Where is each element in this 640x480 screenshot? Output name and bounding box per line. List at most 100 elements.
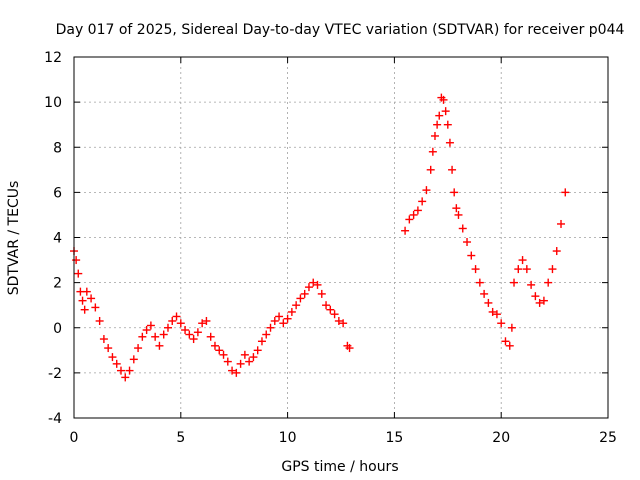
data-point xyxy=(185,330,194,339)
data-point xyxy=(463,238,472,247)
data-point xyxy=(557,219,566,228)
data-point xyxy=(249,353,258,362)
data-point xyxy=(172,312,181,321)
data-point xyxy=(304,283,313,292)
data-point xyxy=(544,278,553,287)
data-point xyxy=(330,310,339,319)
data-point xyxy=(266,323,275,332)
data-point xyxy=(507,323,516,332)
data-point xyxy=(418,197,427,206)
data-point xyxy=(522,265,531,274)
data-point xyxy=(232,368,241,377)
data-point xyxy=(257,337,266,346)
data-point xyxy=(189,335,198,344)
data-point xyxy=(296,294,305,303)
data-point xyxy=(309,278,318,287)
y-tick-label: -2 xyxy=(48,366,62,382)
data-point xyxy=(219,350,228,359)
data-point xyxy=(450,188,459,197)
axis-ticks: 0 5 10 15 20 25 -4 -2 0 2 4 6 8 10 12 xyxy=(44,50,617,446)
x-tick-label: 25 xyxy=(599,430,617,446)
data-point xyxy=(435,111,444,120)
chart-title: Day 017 of 2025, Sidereal Day-to-day VTE… xyxy=(56,22,625,38)
x-axis-label: GPS time / hours xyxy=(281,459,398,475)
data-point xyxy=(488,307,497,316)
data-point xyxy=(317,289,326,298)
y-tick-label: 12 xyxy=(44,50,62,66)
data-point xyxy=(405,215,414,224)
data-point xyxy=(497,319,506,328)
data-point xyxy=(134,344,143,353)
data-point xyxy=(210,341,219,350)
data-point xyxy=(413,206,422,215)
data-point xyxy=(159,330,168,339)
y-tick-label: 10 xyxy=(44,95,62,111)
data-point xyxy=(78,296,87,305)
data-point xyxy=(270,316,279,325)
data-point xyxy=(151,332,160,341)
data-point xyxy=(99,335,108,344)
y-tick-label: 2 xyxy=(53,276,62,292)
data-point xyxy=(448,165,457,174)
data-point xyxy=(409,210,418,219)
data-point xyxy=(82,287,91,296)
data-point xyxy=(443,120,452,129)
data-point xyxy=(287,307,296,316)
data-point xyxy=(339,319,348,328)
data-point xyxy=(548,265,557,274)
data-point xyxy=(430,131,439,140)
data-point xyxy=(322,301,331,310)
data-point xyxy=(518,256,527,265)
x-tick-label: 5 xyxy=(176,430,185,446)
data-point xyxy=(112,359,121,368)
data-point xyxy=(439,95,448,104)
data-point xyxy=(202,316,211,325)
data-point xyxy=(146,321,155,330)
data-point xyxy=(168,316,177,325)
data-point xyxy=(535,298,544,307)
x-tick-label: 0 xyxy=(70,430,79,446)
data-point xyxy=(176,319,185,328)
data-point xyxy=(428,147,437,156)
data-point xyxy=(452,204,461,213)
data-point xyxy=(80,305,89,314)
data-points xyxy=(70,93,570,382)
data-point xyxy=(240,350,249,359)
data-point xyxy=(313,280,322,289)
data-point xyxy=(401,226,410,235)
data-point xyxy=(142,326,151,335)
data-point xyxy=(510,278,519,287)
data-point xyxy=(501,337,510,346)
data-point xyxy=(121,373,130,382)
data-point xyxy=(539,296,548,305)
data-point xyxy=(422,186,431,195)
data-point xyxy=(326,305,335,314)
data-point xyxy=(129,355,138,364)
data-point xyxy=(426,165,435,174)
data-point xyxy=(441,107,450,116)
data-point xyxy=(104,344,113,353)
data-point xyxy=(480,289,489,298)
data-point xyxy=(181,326,190,335)
grid xyxy=(74,57,608,418)
data-point xyxy=(193,328,202,337)
data-point xyxy=(454,210,463,219)
data-point xyxy=(283,314,292,323)
y-axis-label: SDTVAR / TECUs xyxy=(6,181,22,296)
data-point xyxy=(108,353,117,362)
y-tick-label: 4 xyxy=(53,231,62,247)
data-point xyxy=(95,316,104,325)
y-tick-label: 6 xyxy=(53,185,62,201)
data-point xyxy=(552,247,561,256)
data-point xyxy=(492,310,501,319)
data-point xyxy=(125,366,134,375)
x-tick-label: 15 xyxy=(385,430,403,446)
data-point xyxy=(300,289,309,298)
data-point xyxy=(467,251,476,260)
data-point xyxy=(198,319,207,328)
data-point xyxy=(527,280,536,289)
y-tick-label: 8 xyxy=(53,140,62,156)
data-point xyxy=(275,312,284,321)
data-point xyxy=(345,344,354,353)
